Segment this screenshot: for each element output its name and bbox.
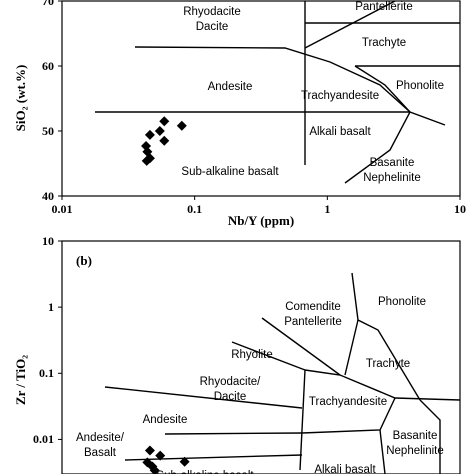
field-boundary xyxy=(104,386,303,409)
panel-label: (b) xyxy=(76,253,92,268)
field-label: Basanite xyxy=(370,157,415,169)
field-label: Trachyte xyxy=(362,37,406,49)
data-point xyxy=(176,120,187,131)
field-label: Phonolite xyxy=(396,80,444,92)
x-tick-label: 0.1 xyxy=(187,202,202,216)
data-point xyxy=(179,456,190,467)
field-label: Rhyolite xyxy=(231,349,273,361)
data-point xyxy=(141,155,152,166)
data-point xyxy=(149,465,160,474)
y-axis-label: Zr / TiO₂ xyxy=(13,355,28,405)
field-boundary xyxy=(299,369,306,471)
field-boundary xyxy=(124,454,303,461)
field-boundary xyxy=(304,369,461,401)
y-tick-label: 10 xyxy=(42,234,54,248)
x-axis-label: Nb/Y (ppm) xyxy=(228,213,294,228)
data-point xyxy=(154,126,165,136)
y-tick-label: 70 xyxy=(42,0,54,8)
plot-frame xyxy=(61,240,461,474)
field-boundaries-b xyxy=(104,272,461,474)
field-label: Sub-alkaline basalt xyxy=(156,470,254,474)
field-label: Alkali basalt xyxy=(314,464,376,474)
field-label: Nephelinite xyxy=(363,172,421,184)
field-label: Pantellerite xyxy=(355,1,413,13)
y-tick-label: 60 xyxy=(42,59,54,73)
field-label: Nephelinite xyxy=(386,445,444,457)
field-label: Trachyandesite xyxy=(309,396,387,408)
field-boundaries-a xyxy=(95,0,460,184)
field-boundary xyxy=(379,429,386,474)
field-label: Dacite xyxy=(196,21,229,33)
field-boundary xyxy=(351,272,421,401)
y-axis-label: SiO₂ (wt.%) xyxy=(13,65,28,132)
field-label: Alkali basalt xyxy=(309,126,371,138)
field-boundary xyxy=(261,317,341,376)
field-label: Phonolite xyxy=(378,296,426,308)
plot-frame xyxy=(61,0,461,197)
field-label: Trachyandesite xyxy=(301,90,379,102)
field-boundary xyxy=(304,0,396,49)
y-tick-label: 40 xyxy=(42,189,54,203)
y-tick-label: 0.01 xyxy=(33,432,54,446)
y-tick-label: 0.1 xyxy=(39,366,54,380)
field-boundary xyxy=(354,65,446,126)
field-boundary xyxy=(344,111,411,184)
x-tick-label: 0.01 xyxy=(52,202,73,216)
x-tick-label: 1 xyxy=(324,202,330,216)
data-point xyxy=(159,135,170,146)
field-boundary xyxy=(419,399,441,474)
y-tick-label: 1 xyxy=(48,300,54,314)
field-label: Andesite xyxy=(143,414,188,426)
data-point xyxy=(144,445,155,456)
field-label: Basanite xyxy=(393,430,438,442)
data-point xyxy=(155,450,166,461)
field-label: Andesite xyxy=(208,81,253,93)
field-label: Comendite xyxy=(285,301,341,313)
field-boundary xyxy=(134,46,411,113)
field-label: Dacite xyxy=(214,391,247,403)
field-label: Basalt xyxy=(84,447,117,459)
field-label: Andesite/ xyxy=(76,432,125,444)
data-point xyxy=(159,116,170,127)
field-label: Rhyodacite xyxy=(183,6,241,18)
x-tick-label: 10 xyxy=(454,202,466,216)
field-boundary xyxy=(231,341,306,371)
y-tick-label: 50 xyxy=(42,124,54,138)
field-boundary xyxy=(164,432,303,435)
data-point xyxy=(144,129,155,140)
field-label: Rhyodacite/ xyxy=(200,376,262,388)
field-label: Sub-alkaline basalt xyxy=(181,166,279,178)
field-label: Trachyte xyxy=(366,358,410,370)
field-boundary xyxy=(344,319,359,376)
field-label: Pantellerite xyxy=(284,316,342,328)
